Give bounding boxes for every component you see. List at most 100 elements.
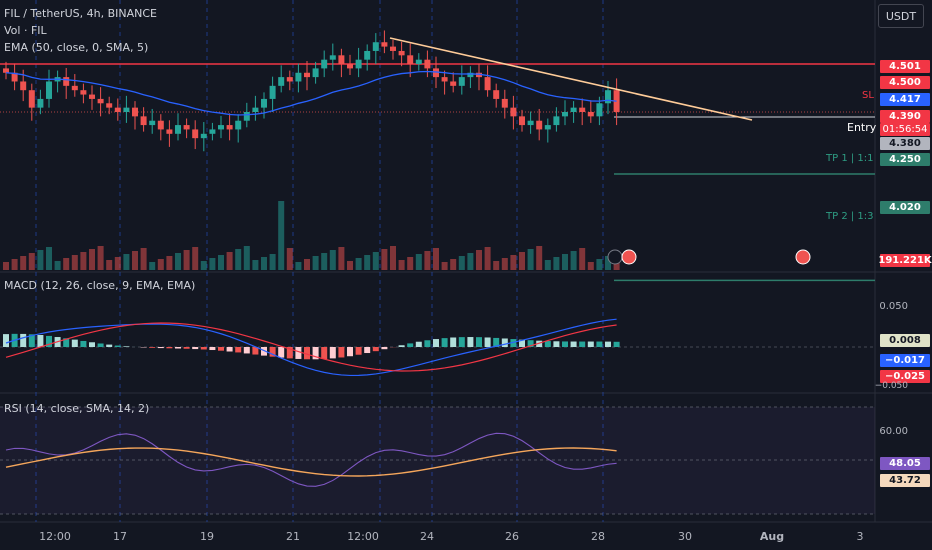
candle-body <box>415 59 422 65</box>
macd-histogram-bar <box>252 347 259 355</box>
ema-indicator-label[interactable]: EMA (50, close, 0, SMA, 5) <box>4 41 149 54</box>
volume-bar <box>501 258 508 270</box>
volume-bar <box>192 247 199 270</box>
candle-body <box>476 72 482 78</box>
candle-body <box>553 116 560 126</box>
macd-histogram-bar <box>295 347 302 359</box>
symbol-title[interactable]: FIL / TetherUS, 4h, BINANCE <box>4 7 157 20</box>
candle-body <box>157 120 164 130</box>
volume-indicator-label[interactable]: Vol · FIL <box>4 24 47 37</box>
rsi-ma-line <box>5 447 617 477</box>
price-tag-ema: 4.417 <box>880 93 930 106</box>
trendline <box>389 37 753 121</box>
candle-body <box>579 107 586 112</box>
tp1-label: TP 1 | 1:1 <box>826 153 874 164</box>
macd-histogram-bar <box>226 347 233 352</box>
macd-histogram-bar <box>106 344 113 347</box>
volume-bar <box>209 258 216 270</box>
volume-bar <box>295 262 302 270</box>
candle-body <box>355 59 362 69</box>
rsi-ma-tag: 43.72 <box>880 474 930 487</box>
macd-histogram-bar <box>37 334 44 347</box>
candle-body <box>218 125 224 130</box>
candle-body <box>381 42 388 47</box>
volume-bar <box>166 256 173 270</box>
macd-signal-tag: −0.025 <box>880 370 930 383</box>
volume-bar <box>381 249 388 270</box>
candle-body <box>123 107 130 112</box>
volume-bar <box>338 247 345 270</box>
volume-bar <box>605 256 611 270</box>
macd-histogram-bar <box>527 340 534 347</box>
volume-bar <box>123 254 130 270</box>
candle-body <box>261 98 267 108</box>
volume-bar <box>579 248 586 270</box>
x-axis-tick: 19 <box>200 530 214 543</box>
macd-histogram-bar <box>415 341 422 347</box>
us-flag-event-icon <box>795 249 811 265</box>
volume-bar <box>484 247 491 270</box>
volume-tag: 191.221K <box>878 254 932 267</box>
volume-bar <box>553 257 560 270</box>
volume-bar <box>458 256 465 270</box>
candle-body <box>89 94 95 99</box>
macd-histogram-bar <box>149 347 156 348</box>
macd-histogram-bar <box>46 335 52 347</box>
candle-body <box>321 59 328 69</box>
volume-bar <box>441 262 448 270</box>
macd-histogram-bar <box>28 334 35 347</box>
macd-histogram-bar <box>441 338 448 347</box>
candle-body <box>11 72 18 82</box>
macd-axis-tick-low: −0.050 <box>874 381 908 391</box>
macd-histogram-bar <box>519 339 525 347</box>
macd-line-tag: −0.017 <box>880 354 930 367</box>
macd-histogram-bar <box>304 347 310 360</box>
volume-bar <box>157 259 164 270</box>
volume-bar <box>415 254 422 270</box>
rsi-indicator-label[interactable]: RSI (14, close, SMA, 14, 2) <box>4 402 150 415</box>
candle-body <box>132 107 138 117</box>
volume-bar <box>510 255 517 270</box>
volume-bar <box>269 254 276 270</box>
macd-histogram-bar <box>20 333 27 347</box>
macd-histogram-bar <box>3 334 9 347</box>
candle-body <box>519 116 525 126</box>
macd-histogram-bar <box>484 337 491 347</box>
volume-bar <box>570 251 577 270</box>
macd-histogram-bar <box>89 342 95 347</box>
volume-bar <box>106 260 113 270</box>
price-tag-tp1: 4.250 <box>880 153 930 166</box>
candle-body <box>433 68 439 78</box>
volume-bar <box>398 260 405 270</box>
volume-bar <box>149 262 156 270</box>
macd-histogram-bar <box>321 347 328 360</box>
volume-bar <box>175 253 181 270</box>
price-tag-last: 4.390 <box>880 110 930 123</box>
macd-histogram-bar <box>562 341 568 347</box>
candle-body <box>347 64 353 69</box>
volume-bar <box>235 249 242 270</box>
volume-bar <box>226 252 233 270</box>
candle-body <box>312 68 319 78</box>
macd-histogram-bar <box>338 347 345 358</box>
x-axis-tick: 12:00 <box>347 530 379 543</box>
macd-histogram-bar <box>467 337 474 347</box>
candle-body <box>596 103 603 117</box>
volume-bar <box>80 252 87 270</box>
volume-bar <box>476 250 482 270</box>
ema-line <box>5 70 617 116</box>
macd-histogram-bar <box>407 343 414 347</box>
macd-indicator-label[interactable]: MACD (12, 26, close, 9, EMA, EMA) <box>4 279 196 292</box>
volume-bar <box>304 259 310 270</box>
macd-histogram-bar <box>579 341 586 347</box>
candle-body <box>106 103 113 108</box>
candle-body <box>235 120 242 130</box>
macd-histogram-bar <box>183 347 190 349</box>
candle-body <box>114 107 121 112</box>
currency-selector[interactable]: USDT <box>878 4 924 28</box>
macd-histogram-bar <box>243 347 250 354</box>
rsi-axis-tick: 60.00 <box>879 426 908 437</box>
macd-histogram-bar <box>97 343 104 347</box>
candle-body <box>28 90 35 108</box>
